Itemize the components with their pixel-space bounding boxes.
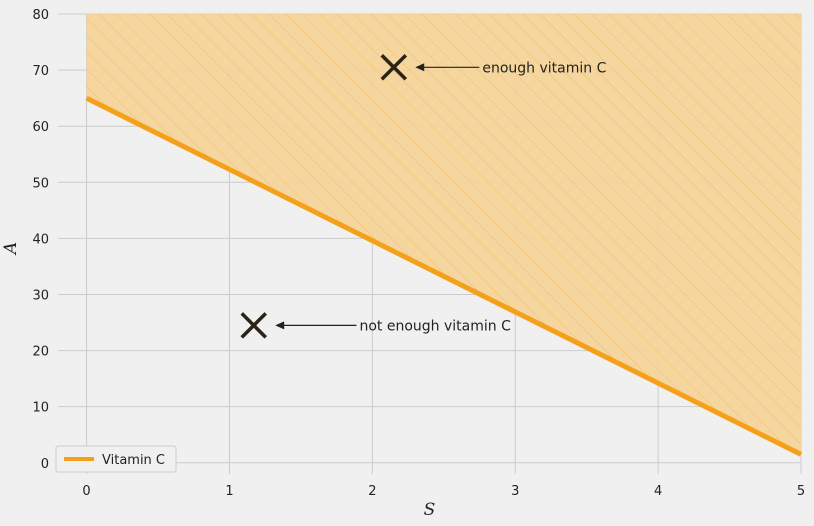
x-tick-label: 5: [797, 484, 805, 499]
annotation-text-1: not enough vitamin C: [359, 318, 511, 334]
x-axis-label: S: [424, 500, 436, 520]
feasible-region: [86, 14, 802, 455]
x-marker-0: [380, 54, 408, 81]
annotation-arrowhead-0: [415, 63, 425, 72]
series-line-vitamin-c: [85, 95, 803, 457]
legend: Vitamin C: [55, 445, 177, 473]
x-marker-1: [240, 312, 267, 339]
y-tick-label: 0: [41, 457, 49, 472]
y-tick-label: 70: [32, 64, 49, 79]
legend-entry-vitamin-c: Vitamin C: [102, 453, 165, 468]
y-tick-label: 30: [32, 288, 49, 303]
x-tick-label: 3: [511, 484, 519, 499]
y-tick-label: 50: [32, 176, 49, 191]
y-tick-label: 10: [32, 401, 49, 416]
x-marker-stroke: [240, 312, 267, 339]
y-tick-label: 80: [32, 8, 49, 23]
shaded-area-hatch: [86, 14, 802, 455]
annotation-text-0: enough vitamin C: [482, 60, 606, 76]
annotations: enough vitamin C not enough vitamin C: [275, 60, 607, 334]
y-axis-label: A: [1, 242, 21, 256]
legend-box: [55, 445, 177, 473]
annotation-arrowhead-1: [275, 321, 285, 330]
y-tick-label: 40: [32, 232, 49, 247]
point-markers: [240, 54, 408, 339]
x-marker-stroke: [380, 54, 408, 81]
y-tick-label: 60: [32, 120, 49, 135]
y-tick-label: 20: [32, 345, 49, 360]
x-tick-label: 0: [82, 484, 90, 499]
series-lines: [85, 95, 803, 457]
x-tick-label: 1: [225, 484, 233, 499]
x-tick-label: 2: [368, 484, 376, 499]
x-tick-label: 4: [654, 484, 662, 499]
